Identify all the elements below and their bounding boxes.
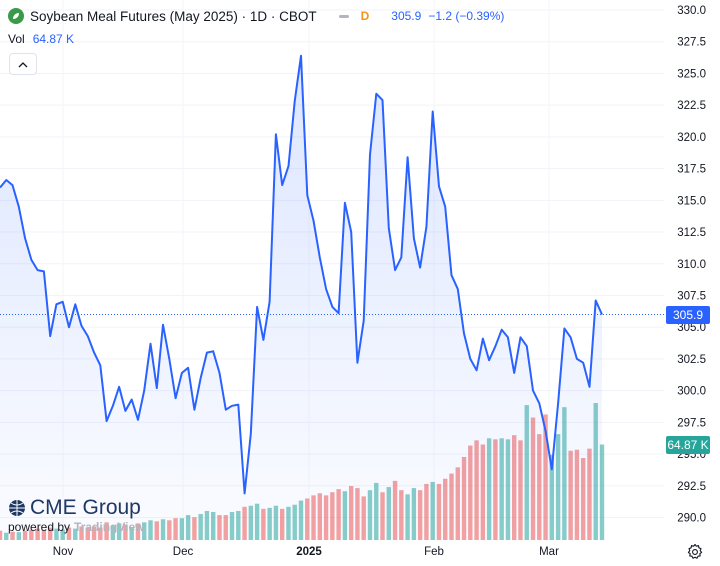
y-tick-label: 330.0 (677, 5, 706, 17)
y-axis: 290.0292.5295.0297.5300.0302.5305.0307.5… (677, 5, 706, 525)
y-tick-label: 325.0 (677, 68, 706, 80)
x-tick-label: Mar (539, 546, 559, 558)
volume-label: Vol (8, 32, 25, 46)
last-volume-tag: 64.87 K (666, 435, 710, 454)
tradingview-name: TradingView (74, 520, 145, 534)
y-tick-label: 317.5 (677, 164, 706, 176)
chart-title: Soybean Meal Futures (May 2025) · 1D · C… (30, 8, 317, 24)
y-tick-label: 302.5 (677, 354, 706, 366)
y-tick-label: 307.5 (677, 290, 706, 302)
y-tick-label: 322.5 (677, 100, 706, 112)
powered-by: powered by TradingView (8, 520, 145, 534)
volume-legend: Vol 64.87 K (8, 32, 74, 46)
chart-header: Soybean Meal Futures (May 2025) · 1D · C… (8, 6, 504, 26)
y-tick-label: 305.0 (677, 322, 706, 334)
y-tick-label: 300.0 (677, 386, 706, 398)
price-area-fill (0, 55, 602, 540)
chevron-up-icon (18, 61, 28, 67)
market-status-indicator (338, 14, 349, 18)
y-tick-label: 327.5 (677, 37, 706, 49)
cme-group-logo: CME Group (8, 496, 145, 520)
soybean-icon (8, 8, 24, 24)
cme-logo-text: CME Group (30, 496, 141, 519)
y-tick-label: 292.5 (677, 481, 706, 493)
x-tick-label: Dec (173, 546, 194, 558)
collapse-legend-button[interactable] (9, 53, 37, 75)
cme-globe-icon (9, 500, 25, 516)
last-price-tag: 305.9 (666, 305, 710, 324)
y-tick-label: 310.0 (677, 259, 706, 271)
x-axis: Nov Dec 2025 Feb Mar (53, 546, 559, 558)
y-tick-label: 290.0 (677, 513, 706, 525)
powered-by-prefix: powered by (8, 520, 71, 534)
delayed-badge: D (360, 9, 370, 23)
header-price: 305.9 (391, 9, 422, 23)
x-tick-label: Nov (53, 546, 74, 558)
x-tick-label: 2025 (296, 546, 322, 558)
gear-icon[interactable] (686, 543, 704, 561)
y-tick-label: 297.5 (677, 417, 706, 429)
header-change: −1.2 (−0.39%) (428, 9, 505, 23)
volume-value: 64.87 K (32, 32, 75, 46)
brand-watermark: CME Group powered by TradingView (8, 496, 145, 534)
y-tick-label: 312.5 (677, 227, 706, 239)
y-tick-label: 320.0 (677, 132, 706, 144)
x-tick-label: Feb (424, 546, 444, 558)
price-line (0, 54, 603, 495)
y-tick-label: 315.0 (677, 195, 706, 207)
